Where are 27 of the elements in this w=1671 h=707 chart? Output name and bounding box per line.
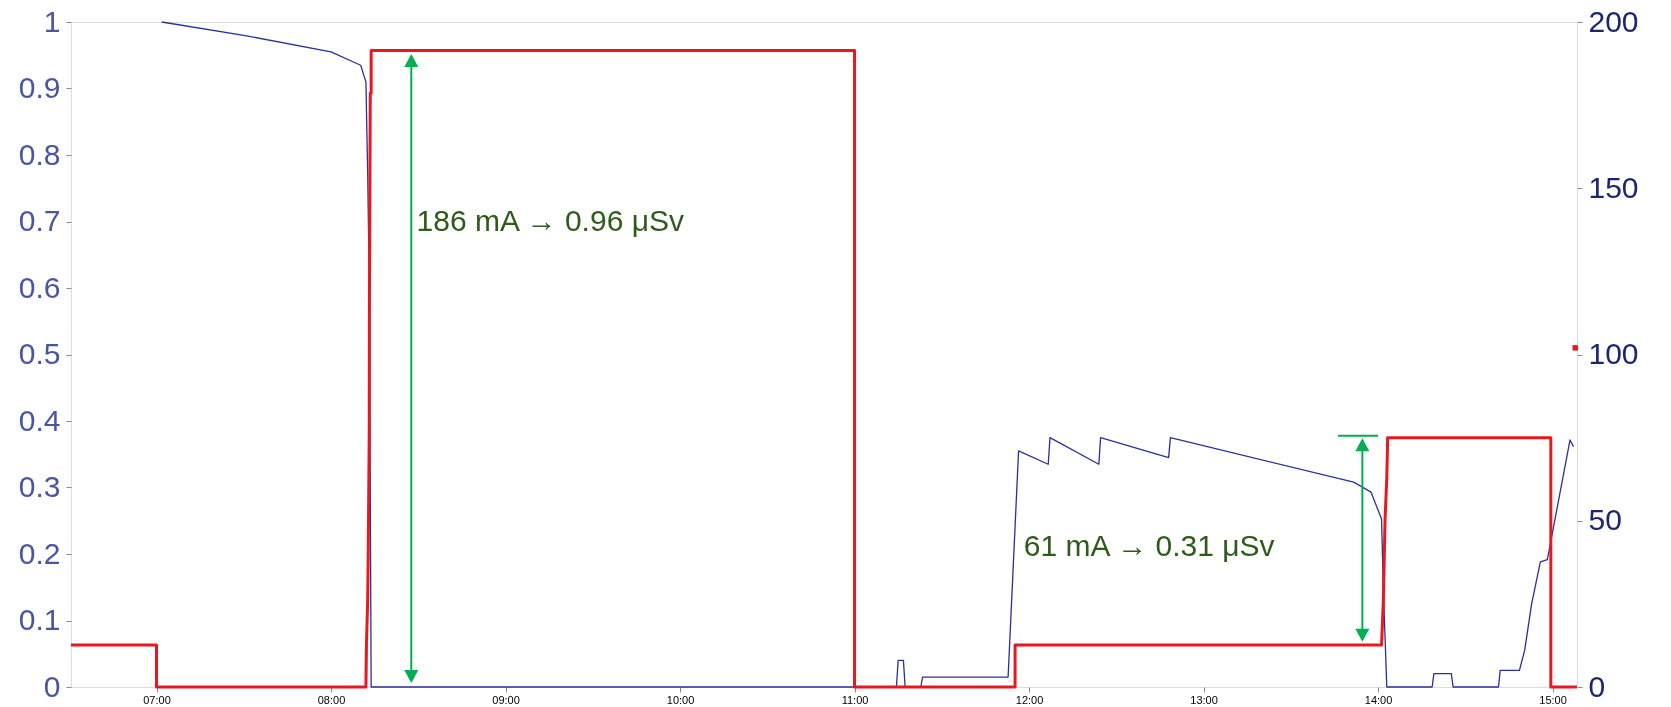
x-tick-label: 10:00 [666,693,695,706]
y-tick-label: 0.1 [18,603,61,636]
x-tick-label: 13:00 [1190,693,1218,706]
y2-tick-label: 200 [1588,4,1639,38]
y-tick-label: 0.2 [18,536,61,570]
y-tick-label: 1 [43,4,61,38]
y-tick-label: 0.5 [18,337,61,370]
y2-tick-label: 0 [1588,669,1606,703]
y-tick-label: 0.8 [18,137,61,171]
annotation: 61 mA → 0.31 μSv [1023,529,1275,563]
y-tick-label: 0.4 [18,403,61,437]
annotation: 186 mA → 0.96 μSv [416,203,684,237]
y2-tick-label: 150 [1588,170,1639,204]
y-tick-label: 0.6 [18,270,61,304]
y-tick-label: 0.3 [18,470,61,503]
x-tick-label: 09:00 [492,693,520,706]
y2-tick-label: 50 [1588,503,1622,537]
x-tick-label: 15:00 [1539,693,1567,706]
x-tick-label: 12:00 [1015,693,1044,706]
y-tick-label: 0.9 [18,71,61,104]
x-tick-label: 11:00 [841,693,869,706]
y2-tick-label: 100 [1588,337,1639,370]
y-tick-label: 0 [43,669,61,703]
x-tick-label: 14:00 [1364,693,1393,706]
x-tick-label: 07:00 [143,693,171,706]
x-tick-label: 08:00 [317,693,346,706]
y-tick-label: 0.7 [18,204,61,237]
